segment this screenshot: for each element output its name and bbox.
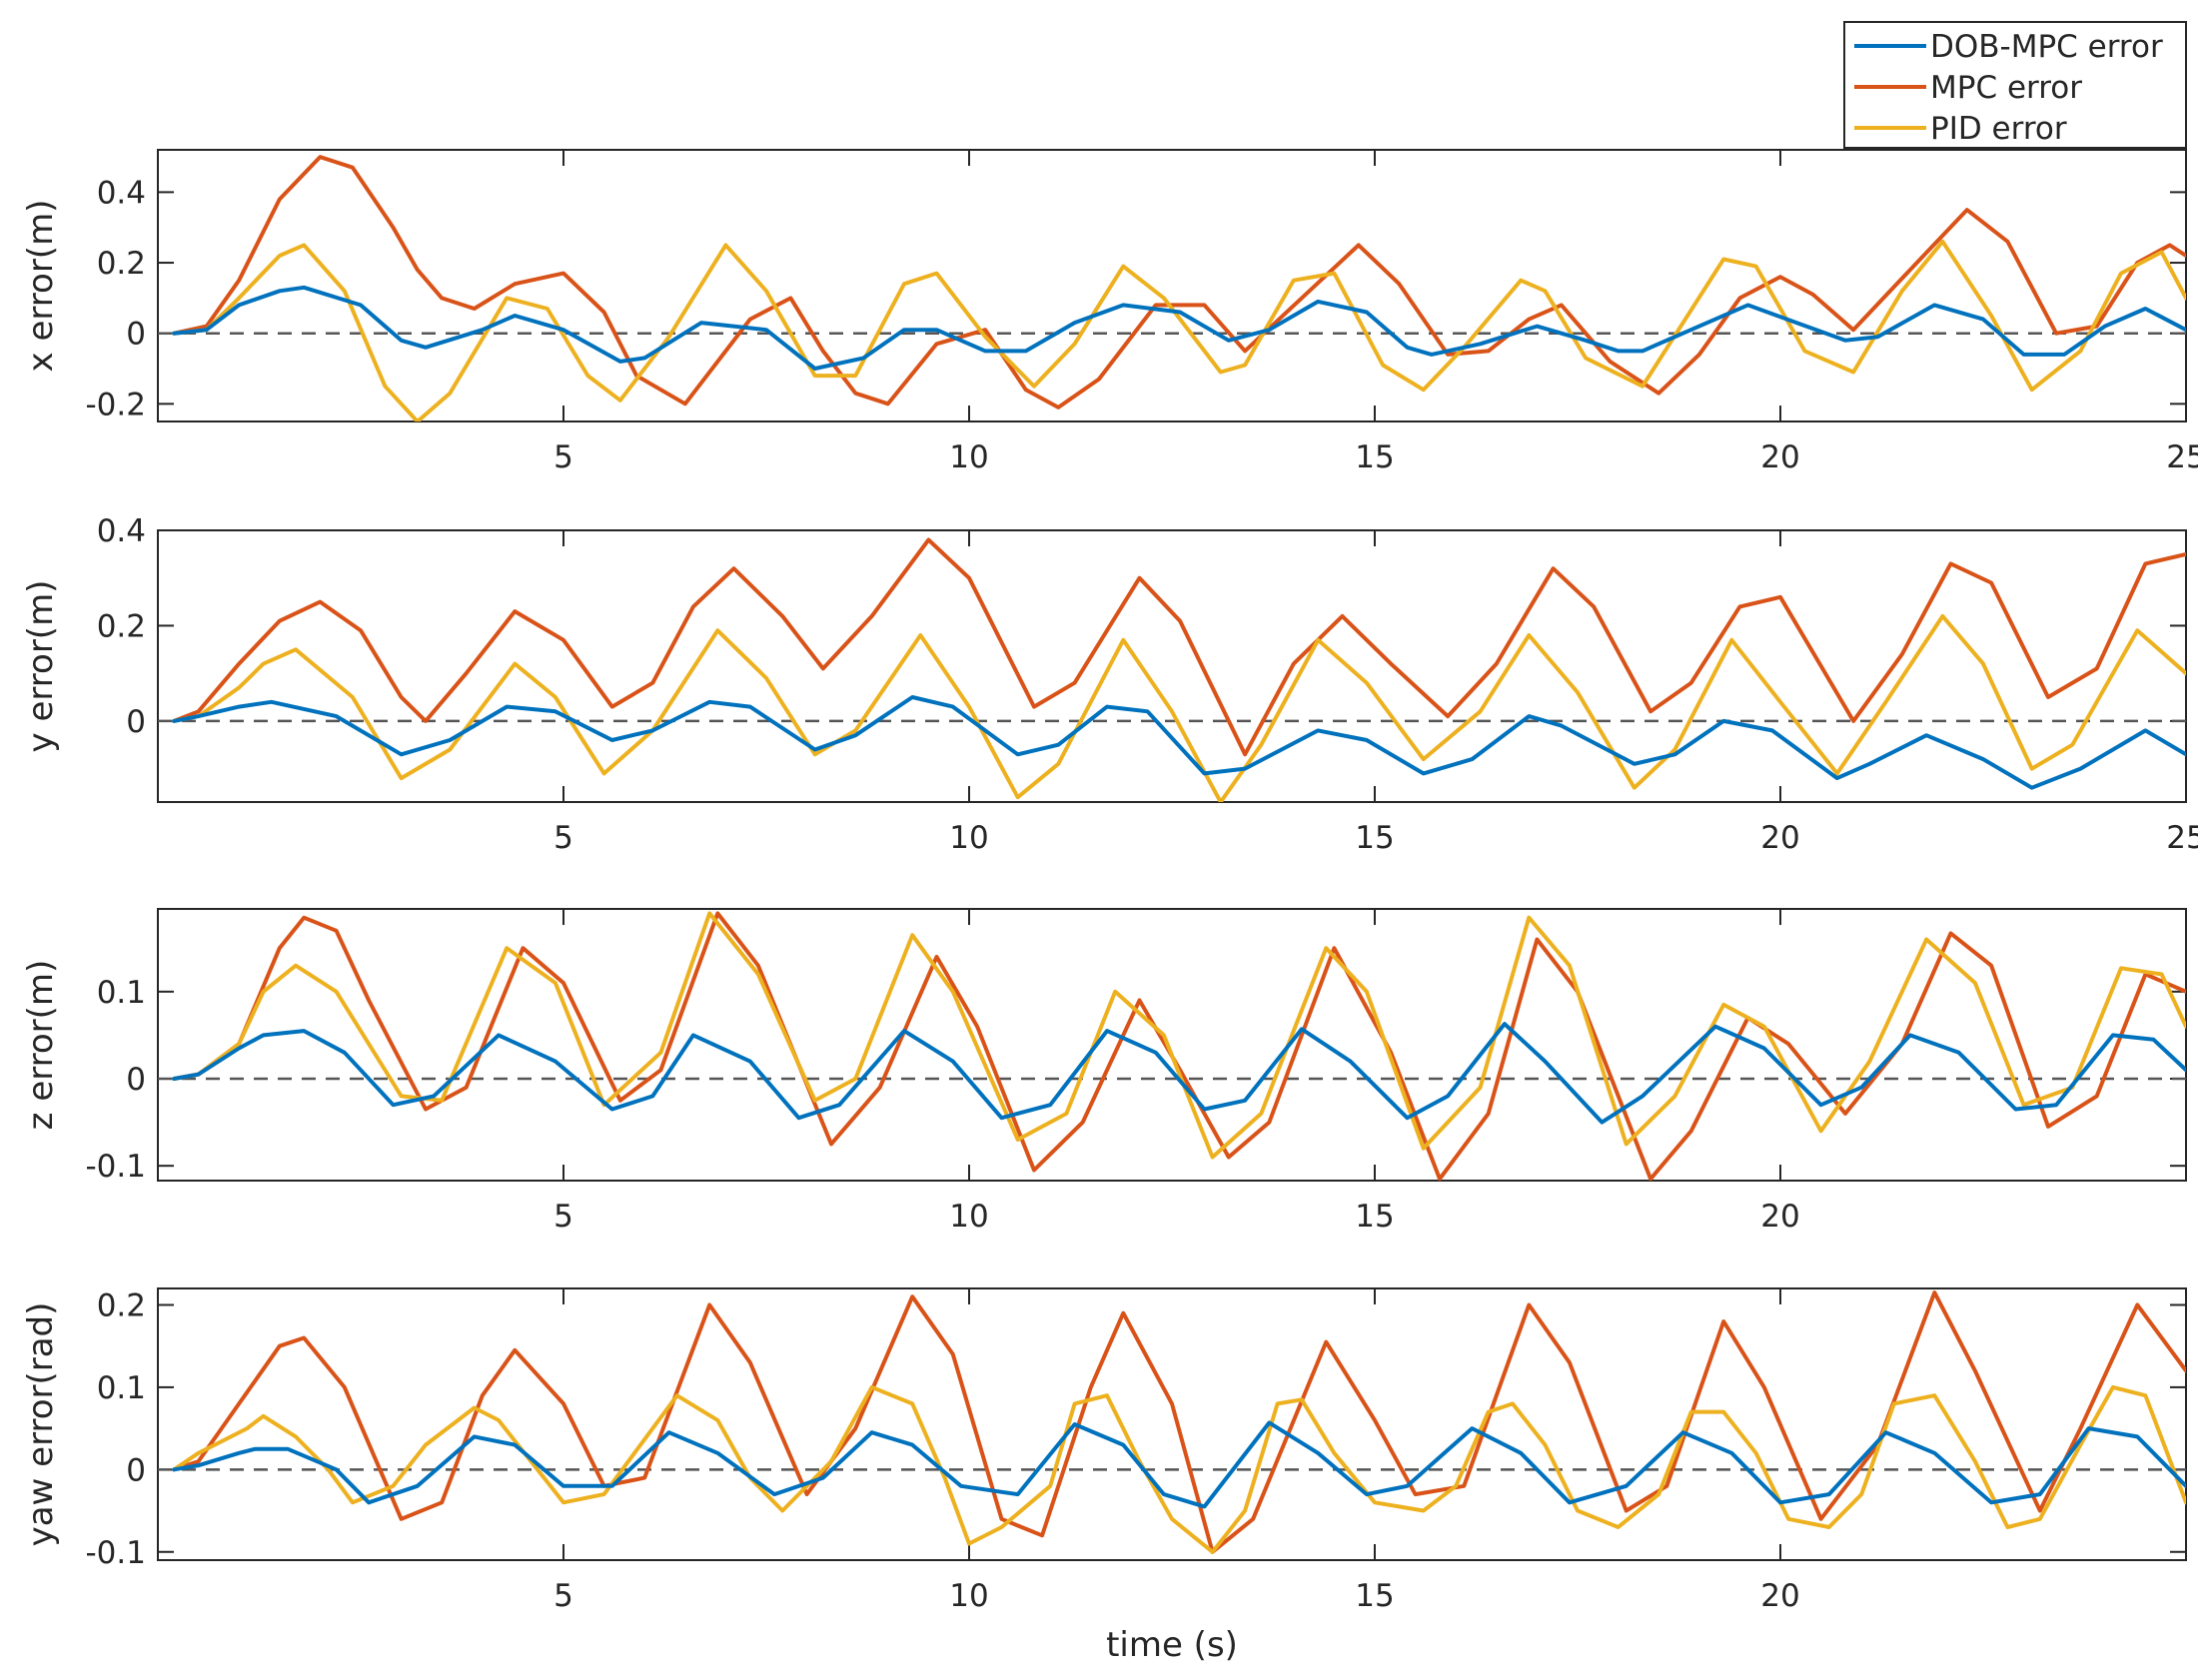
- x-tick-label: 15: [1355, 1199, 1394, 1235]
- legend-entry: DOB-MPC error: [1930, 29, 2163, 65]
- y-tick-label: 0: [126, 317, 146, 353]
- series-line-dob-mpc-error: [172, 695, 2186, 790]
- x-tick-label: 10: [949, 820, 988, 856]
- series-line-pid-error: [172, 911, 2186, 1160]
- x-tick-label: 25: [2166, 439, 2198, 475]
- axes-box: [157, 529, 2187, 803]
- panel-4: 5 10 15 20 -0.1 0 0.1 0.2 yaw error(rad) time (s): [21, 1287, 2187, 1665]
- panel-2: 5 10 15 20 25 0 0.2 0.4 y error(m): [21, 513, 2198, 856]
- y-tick-label: -0.1: [86, 1149, 147, 1185]
- x-tick-label: 15: [1355, 820, 1394, 856]
- series-line-dob-mpc-error: [172, 285, 2186, 371]
- x-tick-label: 20: [1760, 439, 1799, 475]
- x-tick-label: 5: [553, 1199, 573, 1235]
- y-tick-label: 0.1: [97, 975, 146, 1011]
- y-tick-label: 0.4: [97, 513, 146, 549]
- x-tick-label: 15: [1355, 439, 1394, 475]
- x-tick-label: 15: [1355, 1578, 1394, 1614]
- series-line-dob-mpc-error: [172, 1022, 2186, 1125]
- x-tick-label: 5: [553, 820, 573, 856]
- panel-3: 5 10 15 20 -0.1 0 0.1 z error(m): [21, 908, 2187, 1235]
- series-line-pid-error: [172, 239, 2186, 421]
- x-tick-label: 5: [553, 1578, 573, 1614]
- y-axis-label: x error(m): [21, 200, 61, 373]
- y-axis-label: yaw error(rad): [21, 1302, 61, 1547]
- panel-1: 5 10 15 20 25 -0.2 0 0.2 0.4 x error(m) DOB-MPC er…: [21, 21, 2198, 475]
- y-tick-label: -0.1: [86, 1535, 147, 1571]
- y-tick-label: 0.1: [97, 1370, 146, 1406]
- legend-entry: MPC error: [1930, 70, 2082, 106]
- x-tick-label: 25: [2166, 820, 2198, 856]
- x-tick-label: 20: [1760, 1199, 1799, 1235]
- x-tick-label: 20: [1760, 1578, 1799, 1614]
- y-tick-label: 0.4: [97, 175, 146, 211]
- axes-box: [157, 149, 2187, 422]
- series-group: [172, 155, 2186, 421]
- x-axis-label: time (s): [1106, 1625, 1238, 1665]
- legend: DOB-MPC error MPC error PID error: [1843, 21, 2187, 149]
- x-tick-label: 10: [949, 1199, 988, 1235]
- x-tick-label: 5: [553, 439, 573, 475]
- series-line-mpc-error: [172, 155, 2186, 410]
- series-group: [172, 1290, 2186, 1554]
- series-line-mpc-error: [172, 1290, 2186, 1554]
- series-line-pid-error: [172, 1384, 2186, 1554]
- axes-box: [157, 908, 2187, 1182]
- series-line-pid-error: [172, 613, 2186, 802]
- y-tick-label: 0.2: [97, 246, 146, 282]
- y-tick-label: 0: [126, 1062, 146, 1098]
- y-axis-label: y error(m): [21, 580, 61, 753]
- series-line-dob-mpc-error: [172, 1420, 2186, 1509]
- series-line-mpc-error: [172, 911, 2186, 1181]
- series-group: [172, 911, 2186, 1181]
- y-tick-label: -0.2: [86, 387, 147, 422]
- x-tick-label: 20: [1760, 820, 1799, 856]
- legend-entry: PID error: [1930, 111, 2067, 147]
- series-line-mpc-error: [172, 537, 2186, 757]
- axes-box: [157, 1287, 2187, 1561]
- y-tick-label: 0: [126, 1452, 146, 1488]
- series-group: [172, 537, 2186, 802]
- y-tick-label: 0.2: [97, 1287, 146, 1323]
- x-tick-label: 10: [949, 1578, 988, 1614]
- x-tick-label: 10: [949, 439, 988, 475]
- chart-panels: 5 10 15 20 25 -0.2 0 0.2 0.4 x error(m) DOB-MPC er…: [21, 21, 2198, 1665]
- y-tick-label: 0: [126, 704, 146, 740]
- y-axis-label: z error(m): [21, 960, 61, 1131]
- y-tick-label: 0.2: [97, 608, 146, 644]
